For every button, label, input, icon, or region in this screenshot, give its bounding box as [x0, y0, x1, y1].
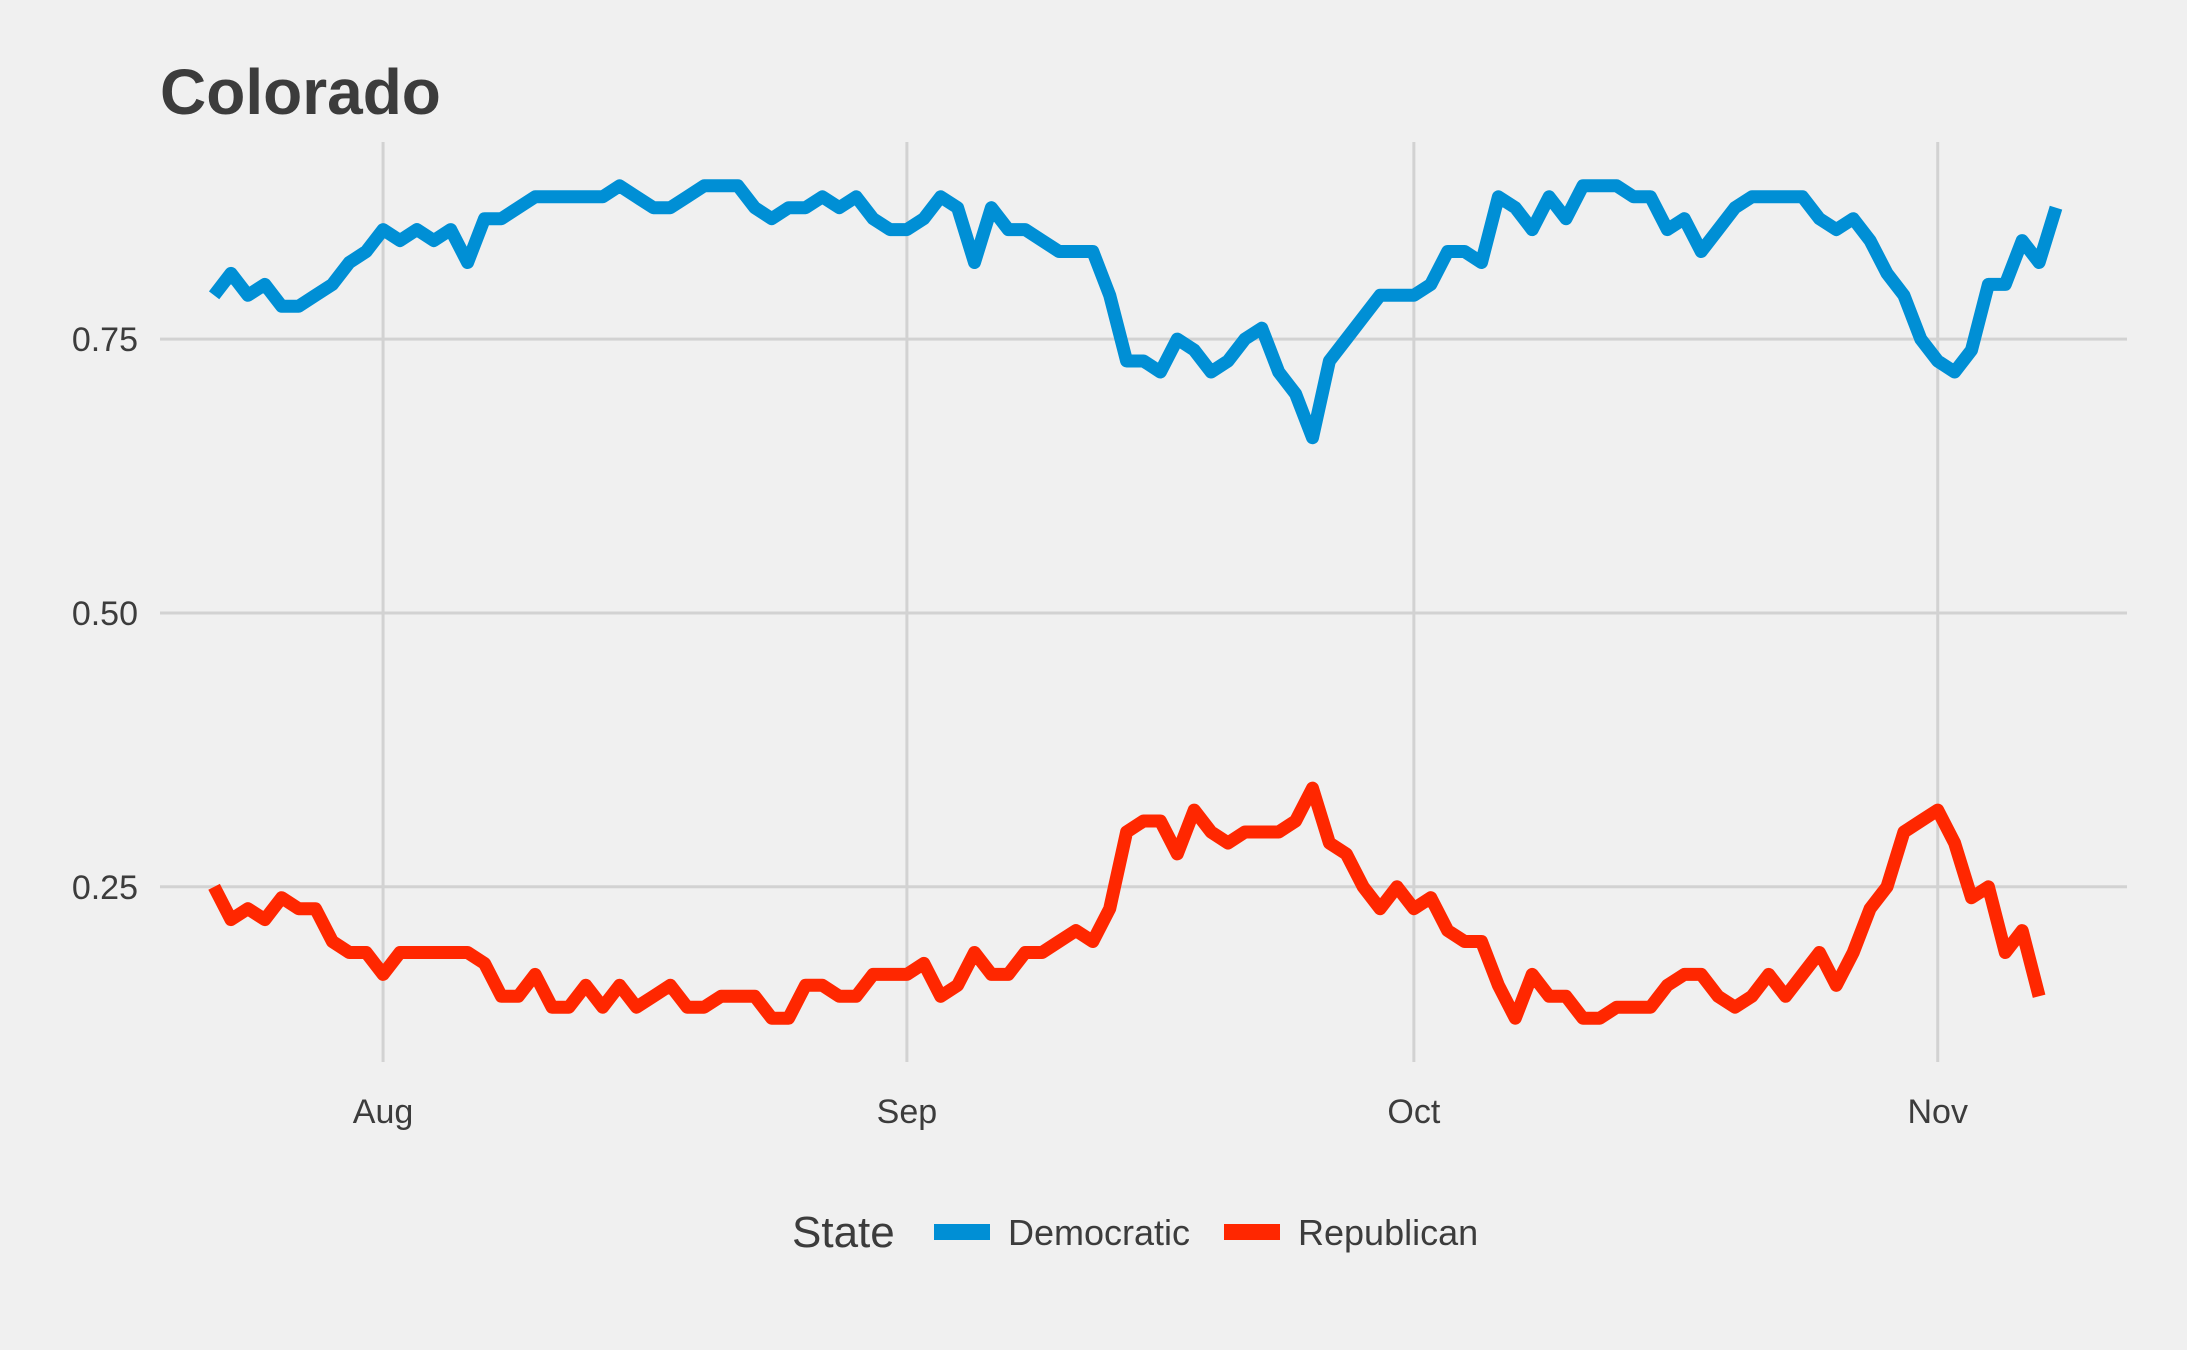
y-axis-tick-labels: 0.25 0.50 0.75	[72, 321, 138, 907]
x-tick-label: Sep	[877, 1093, 938, 1131]
gridlines	[160, 142, 2127, 1062]
y-tick-label: 0.75	[72, 321, 138, 359]
series-line-republican	[208, 781, 2046, 1025]
y-tick-label: 0.50	[72, 595, 138, 633]
legend-label-democratic: Democratic	[1008, 1212, 1190, 1253]
x-tick-label: Aug	[353, 1093, 414, 1131]
y-tick-label: 0.25	[72, 869, 138, 907]
chart-title: Colorado	[160, 56, 441, 128]
x-tick-label: Oct	[1387, 1093, 1440, 1131]
legend: State Democratic Republican	[792, 1208, 1478, 1257]
legend-label-republican: Republican	[1298, 1212, 1478, 1253]
x-axis-tick-labels: Aug Sep Oct Nov	[353, 1093, 1968, 1131]
legend-title: State	[792, 1208, 895, 1257]
series-line-democratic	[208, 179, 2063, 445]
series-lines	[208, 179, 2063, 1025]
x-tick-label: Nov	[1908, 1093, 1968, 1131]
